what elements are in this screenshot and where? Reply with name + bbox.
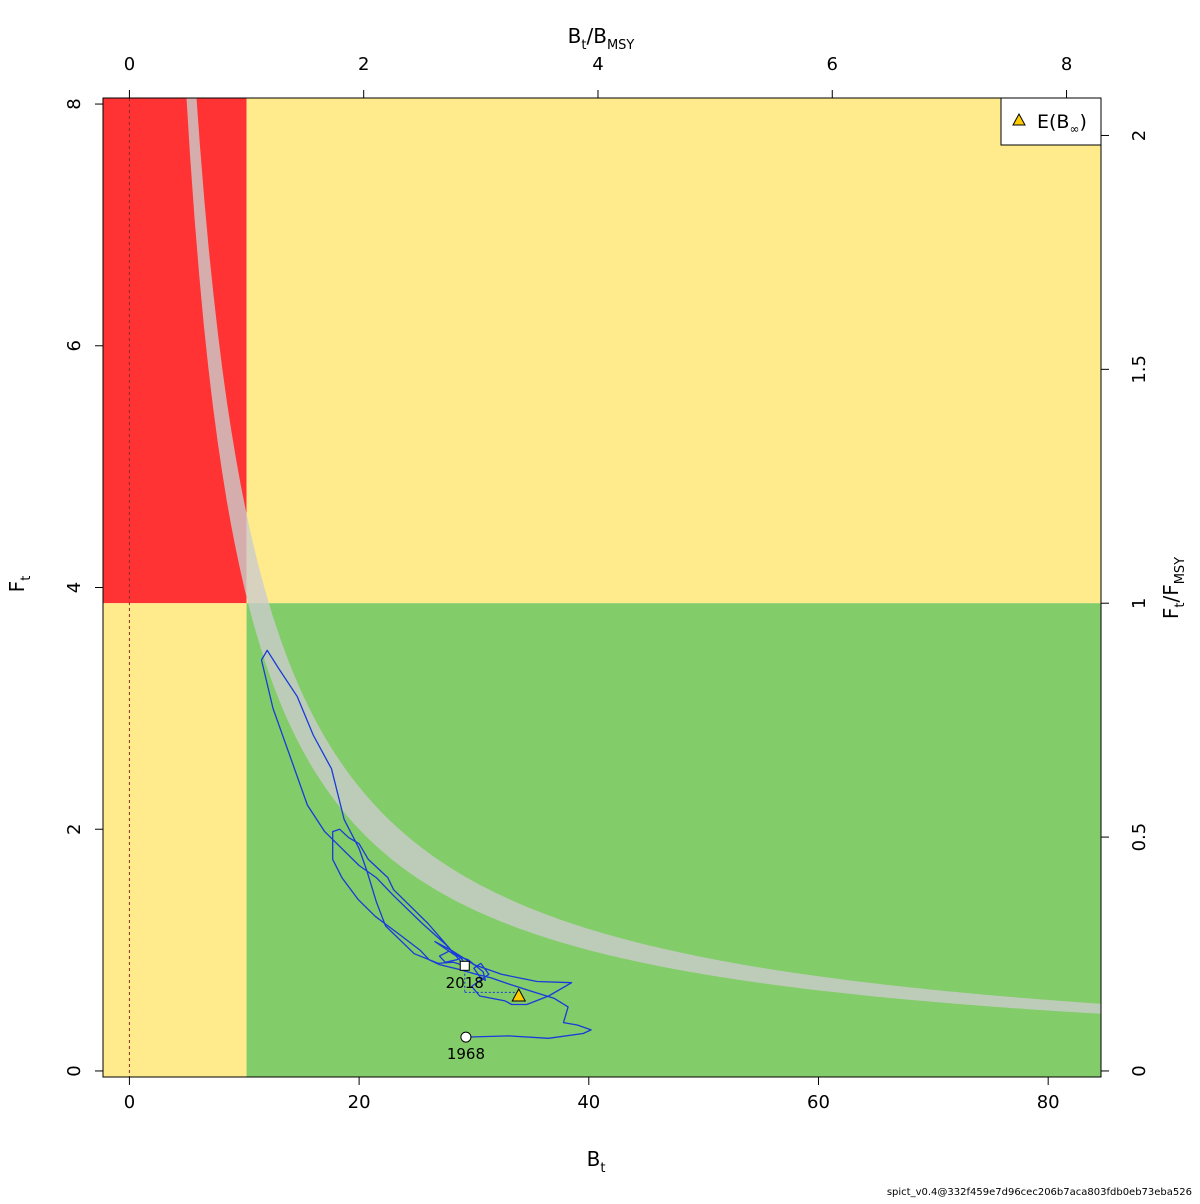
- right-axis-tick-label: 1.5: [1129, 355, 1150, 384]
- top-axis-tick-label: 8: [1061, 54, 1072, 75]
- y-axis-tick-label: 0: [64, 1065, 85, 1076]
- trajectory-markers: 1968 2018: [446, 960, 527, 1063]
- footer-version: spict_v0.4@332f459e7d96cec206b7aca803fdb…: [886, 1187, 1192, 1198]
- zone-yellow-top: [246, 98, 1101, 604]
- y-axis-tick-label: 6: [64, 340, 85, 351]
- x-axis-tick-label: 40: [577, 1092, 600, 1113]
- start-year-label: 1968: [447, 1045, 485, 1063]
- equilibrium-triangle: [511, 987, 527, 1002]
- top-axis-tick-label: 4: [592, 54, 603, 75]
- y-axis-left: 0 2 4 6 8: [64, 98, 104, 1077]
- top-axis-title: Bt/BMSY: [568, 24, 635, 53]
- right-axis-tick-label: 1: [1129, 597, 1150, 608]
- x-axis-tick-label: 80: [1037, 1092, 1060, 1113]
- x-axis-top: 0 2 4 6 8: [124, 54, 1072, 99]
- y-axis-tick-label: 4: [64, 582, 85, 593]
- top-axis-tick-label: 2: [358, 54, 369, 75]
- right-axis-title: Ft/FMSY: [1159, 557, 1188, 619]
- legend-triangle-icon: [1012, 112, 1026, 126]
- y-axis-tick-label: 2: [64, 824, 85, 835]
- zone-red: [103, 98, 247, 604]
- legend-label: E(B∞): [1037, 111, 1087, 136]
- top-axis-tick-label: 0: [124, 54, 135, 75]
- x-axis-tick-label: 60: [807, 1092, 830, 1113]
- y-axis-right: 0 0.5 1 1.5 2: [1100, 130, 1150, 1077]
- trajectory-line: [260, 649, 592, 1039]
- end-point: [459, 960, 470, 971]
- x-axis-tick-label: 20: [348, 1092, 371, 1113]
- y-axis-title: Ft: [5, 576, 34, 593]
- y-axis-tick-label: 8: [64, 98, 85, 109]
- right-axis-tick-label: 0.5: [1129, 823, 1150, 852]
- right-axis-tick-label: 2: [1129, 130, 1150, 141]
- x-axis-title: Bt: [587, 1147, 606, 1176]
- end-year-label: 2018: [446, 974, 484, 992]
- x-axis-bottom: 0 20 40 60 80: [124, 1076, 1060, 1113]
- legend: E(B∞): [1000, 97, 1102, 146]
- start-point: [460, 1031, 472, 1043]
- zone-yellow-left: [103, 603, 247, 1077]
- right-axis-tick-label: 0: [1129, 1065, 1150, 1076]
- x-axis-tick-label: 0: [124, 1092, 135, 1113]
- top-axis-tick-label: 6: [827, 54, 838, 75]
